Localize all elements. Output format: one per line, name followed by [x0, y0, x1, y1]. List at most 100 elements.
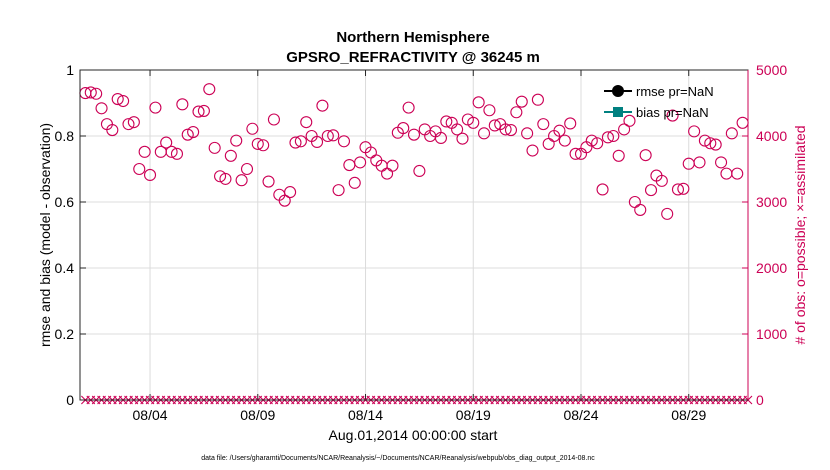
possible-obs-point [693, 156, 706, 169]
possible-obs-point [607, 129, 620, 143]
possible-obs-point [246, 122, 259, 135]
possible-obs-point [477, 127, 491, 140]
legend: rmse pr=NaN bias pr=NaN [604, 84, 714, 120]
possible-obs-point [149, 101, 162, 114]
right-tick-label: 5000 [756, 62, 787, 78]
possible-obs-point [143, 168, 157, 181]
right-tick-label: 1000 [756, 326, 787, 342]
chart-title: Northern Hemisphere [336, 29, 489, 46]
possible-obs-point [267, 113, 280, 126]
possible-obs-point [316, 99, 329, 112]
possible-obs-point [257, 139, 270, 152]
possible-obs-point [655, 174, 668, 187]
possible-obs-point [84, 86, 97, 99]
possible-obs-point [704, 137, 717, 150]
possible-obs-point [397, 122, 410, 135]
possible-obs-point [451, 123, 464, 136]
possible-obs-point [499, 123, 512, 136]
possible-obs-point [160, 136, 173, 149]
left-tick-label: 0 [66, 392, 74, 408]
left-tick-label: 0.6 [55, 194, 75, 210]
possible-obs-point [623, 114, 636, 127]
possible-obs-point [208, 141, 221, 154]
possible-obs-point [537, 118, 550, 131]
possible-obs-point [402, 101, 415, 114]
possible-obs-point [203, 83, 216, 96]
possible-obs-point [386, 159, 399, 172]
possible-obs-point [192, 105, 205, 118]
possible-obs-point [214, 170, 227, 183]
possible-obs-point [181, 128, 194, 141]
x-tick-label: 08/24 [563, 407, 598, 423]
left-tick-label: 0.8 [55, 128, 75, 144]
possible-obs-point [564, 117, 577, 130]
x-tick-label: 08/29 [671, 407, 706, 423]
possible-obs-point [251, 137, 264, 150]
possible-obs-point [488, 119, 501, 132]
left-tick-label: 0.2 [55, 326, 75, 342]
possible-obs-point [504, 124, 518, 137]
x-axis-label: Aug.01,2014 00:00:00 start [329, 427, 498, 443]
possible-obs-point [677, 182, 690, 195]
possible-obs-point [262, 175, 275, 188]
possible-obs-point [553, 124, 566, 137]
possible-obs-point [187, 125, 200, 139]
possible-obs-point [639, 149, 652, 162]
possible-obs-point [289, 136, 302, 149]
possible-obs-point [644, 184, 658, 197]
possible-obs-point [661, 207, 674, 220]
possible-obs-point [569, 147, 582, 160]
possible-obs-point [715, 156, 728, 169]
legend-rmse-label: rmse pr=NaN [636, 84, 714, 99]
right-tick-label: 0 [756, 392, 764, 408]
possible-obs-point [612, 149, 625, 162]
left-tick-label: 0.4 [55, 260, 75, 276]
x-tick-label: 08/14 [348, 407, 383, 423]
possible-obs-point [165, 145, 178, 158]
possible-obs-point [618, 123, 631, 136]
possible-obs-point [111, 92, 124, 106]
x-tick-label: 08/09 [240, 407, 275, 423]
possible-obs-point [122, 118, 135, 131]
legend-bias-marker [613, 107, 623, 117]
possible-obs-point [300, 116, 313, 129]
possible-obs-point [585, 134, 598, 147]
possible-obs-point [235, 174, 248, 187]
left-axis-label: rmse and bias (model - observation) [37, 123, 53, 347]
possible-obs-point [138, 145, 151, 158]
possible-obs-point [170, 147, 184, 160]
possible-obs-point [596, 183, 609, 196]
possible-obs-point [731, 167, 744, 180]
x-tick-label: 08/04 [133, 407, 168, 423]
right-tick-label: 4000 [756, 128, 787, 144]
possible-obs-point [440, 115, 453, 128]
possible-obs-point [434, 131, 447, 145]
possible-obs-point [278, 194, 291, 207]
possible-obs-point [407, 128, 421, 141]
right-tick-label: 2000 [756, 260, 787, 276]
possible-obs-point [521, 127, 534, 140]
data-marks [79, 83, 753, 405]
possible-obs-point [413, 164, 426, 178]
possible-obs-point [348, 176, 361, 189]
possible-obs-point [230, 134, 243, 147]
possible-obs-point [472, 96, 485, 109]
legend-rmse-marker [612, 85, 624, 97]
possible-obs-point [337, 135, 351, 148]
footnote: data file: /Users/gharamti/Documents/NCA… [201, 455, 595, 462]
possible-obs-point [483, 104, 496, 117]
possible-obs-point [332, 184, 345, 197]
possible-obs-point [133, 162, 146, 176]
possible-obs-point [467, 116, 480, 129]
possible-obs-point [725, 127, 738, 140]
possible-obs-point [510, 106, 523, 119]
possible-obs-point [197, 104, 210, 117]
left-tick-label: 1 [66, 62, 74, 78]
possible-obs-point [591, 137, 604, 150]
possible-obs-point [666, 109, 679, 122]
chart-subtitle: GPSRO_REFRACTIVITY @ 36245 m [286, 49, 540, 66]
possible-obs-point [709, 138, 722, 151]
possible-obs-point [531, 93, 544, 106]
